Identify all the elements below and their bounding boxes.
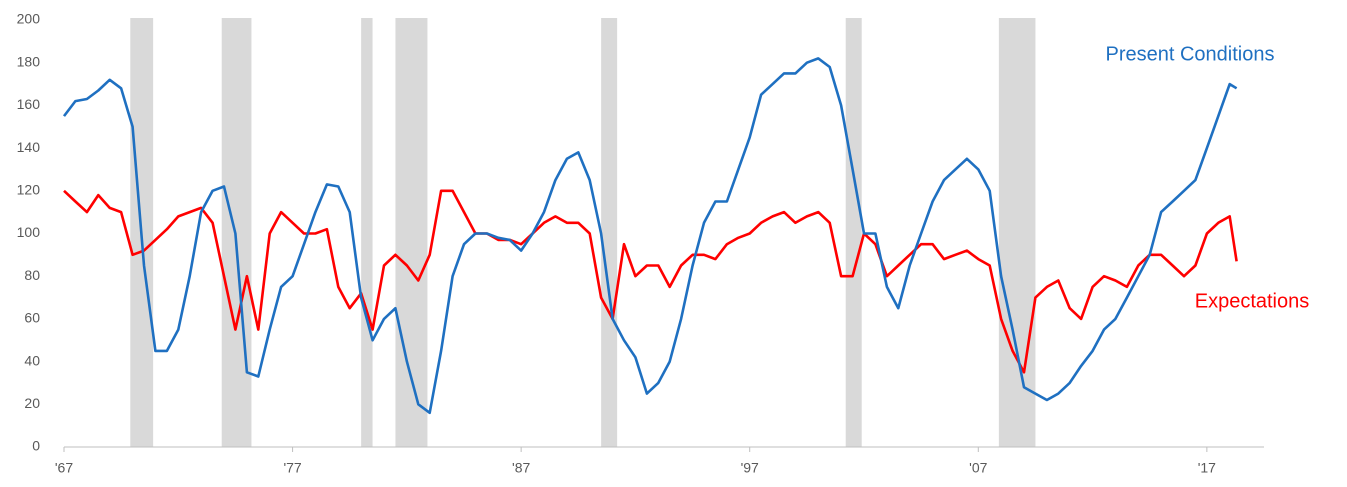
x-tick-label: '67 <box>55 460 73 476</box>
y-tick-label: 100 <box>17 224 41 240</box>
y-tick-label: 180 <box>17 53 41 69</box>
series-label: Present Conditions <box>1106 43 1275 65</box>
x-tick-label: '87 <box>512 460 530 476</box>
series-line <box>62 57 1238 415</box>
x-tick-label: '07 <box>969 460 987 476</box>
x-tick-label: '17 <box>1198 460 1216 476</box>
recession-band <box>998 18 1036 447</box>
y-tick-label: 0 <box>32 438 40 454</box>
series-line <box>63 189 1238 374</box>
x-tick-label: '77 <box>283 460 301 476</box>
y-tick-label: 40 <box>24 352 40 368</box>
y-tick-label: 140 <box>17 139 41 155</box>
x-tick-label: '97 <box>741 460 759 476</box>
y-tick-label: 80 <box>24 267 40 283</box>
recession-band <box>221 18 252 447</box>
recession-band <box>361 18 373 447</box>
recession-band <box>845 18 862 447</box>
y-tick-label: 60 <box>24 310 40 326</box>
y-tick-label: 120 <box>17 182 41 198</box>
y-tick-label: 20 <box>24 395 40 411</box>
y-tick-label: 200 <box>17 11 41 27</box>
series-label: Expectations <box>1195 290 1310 312</box>
recession-band <box>601 18 618 447</box>
y-tick-label: 160 <box>17 96 41 112</box>
